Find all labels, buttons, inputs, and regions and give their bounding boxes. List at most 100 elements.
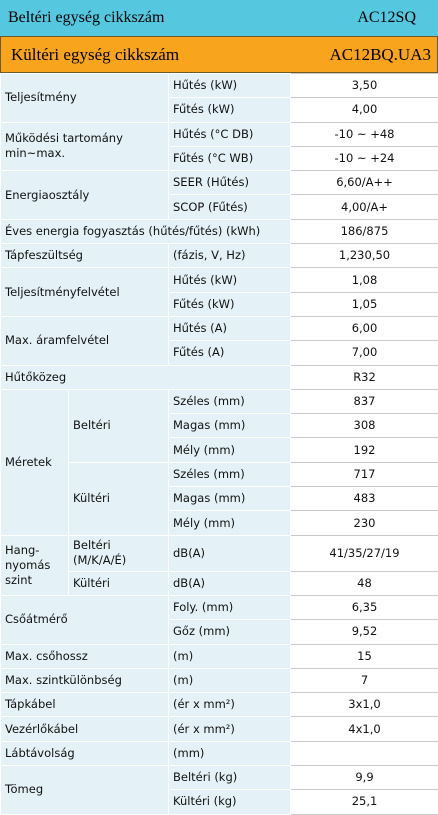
value-cell: 230 [291,511,438,535]
label-cell: Max. csőhossz [1,644,169,668]
value-cell: 7 [291,668,438,692]
label-cell: Kültéri [69,462,169,535]
indoor-model: AC12SQ [357,9,416,27]
label-cell: Magas (mm) [169,414,291,438]
table-row: Lábtávolság(mm) [1,741,438,765]
value-cell: 25,1 [291,790,438,814]
table-row: Éves energia fogyasztás (hűtés/fűtés) (k… [1,219,438,243]
label-cell: Energiaosztály [1,171,169,220]
label-cell: SCOP (Fűtés) [169,195,291,219]
value-cell: 3,50 [291,74,438,98]
label-cell: Fűtés (A) [169,341,291,365]
outdoor-label: Kültéri egység cikkszám [11,45,179,65]
value-cell: 1,230,50 [291,244,438,268]
label-cell: Csőátmérő [1,595,169,644]
label-cell: SEER (Hűtés) [169,171,291,195]
value-cell: 4,00 [291,98,438,122]
label-cell: (ér x mm²) [169,693,291,717]
label-cell: Széles (mm) [169,389,291,413]
value-cell: 1,08 [291,268,438,292]
value-cell: R32 [291,365,438,389]
label-cell: Hűtés (kW) [169,268,291,292]
label-cell: Mély (mm) [169,438,291,462]
indoor-header: Beltéri egység cikkszám AC12SQ [0,0,438,36]
value-cell: 3x1,0 [291,693,438,717]
table-row: Működési tartomány min~max.Hűtés (°C DB)… [1,122,438,146]
label-cell: Hűtés (A) [169,316,291,340]
label-cell: Beltéri (M/K/A/É) [69,535,169,571]
label-cell: Működési tartomány min~max. [1,122,169,171]
value-cell: 6,60/A++ [291,171,438,195]
value-cell: 4,00/A+ [291,195,438,219]
value-cell: 186/875 [291,219,438,243]
value-cell: 192 [291,438,438,462]
label-cell: Kültéri (kg) [169,790,291,814]
label-cell: Tömeg [1,766,169,815]
label-cell: Lábtávolság [1,741,169,765]
label-cell: Beltéri [69,389,169,462]
label-cell: (fázis, V, Hz) [169,244,291,268]
label-cell: Hűtőközeg [1,365,291,389]
value-cell: 4x1,0 [291,717,438,741]
label-cell: (m) [169,668,291,692]
label-cell: Éves energia fogyasztás (hűtés/fűtés) (k… [1,219,291,243]
value-cell: 717 [291,462,438,486]
label-cell: Max. áramfelvétel [1,316,169,365]
label-cell: Széles (mm) [169,462,291,486]
label-cell: Beltéri (kg) [169,766,291,790]
indoor-label: Beltéri egység cikkszám [8,9,164,27]
label-cell: Méretek [1,389,69,535]
value-cell: 6,00 [291,316,438,340]
label-cell: Teljesítményfelvétel [1,268,169,317]
value-cell: 483 [291,487,438,511]
label-cell: (m) [169,644,291,668]
label-cell: Vezérlőkábel [1,717,169,741]
table-row: Tápfeszültség(fázis, V, Hz)1,230,50 [1,244,438,268]
label-cell: Magas (mm) [169,487,291,511]
label-cell: Fűtés (kW) [169,292,291,316]
label-cell: Tápkábel [1,693,169,717]
value-cell: 7,00 [291,341,438,365]
value-cell: 9,52 [291,620,438,644]
label-cell: Max. szintkülönbség [1,668,169,692]
value-cell: 9,9 [291,766,438,790]
label-cell: Fűtés (kW) [169,98,291,122]
label-cell: Gőz (mm) [169,620,291,644]
value-cell [291,741,438,765]
label-cell: Mély (mm) [169,511,291,535]
label-cell: Fűtés (°C WB) [169,146,291,170]
label-cell: dB(A) [169,535,291,571]
value-cell: -10 ~ +24 [291,146,438,170]
label-cell: Teljesítmény [1,74,169,123]
label-cell: (ér x mm²) [169,717,291,741]
value-cell: 48 [291,571,438,595]
value-cell: 837 [291,389,438,413]
value-cell: 308 [291,414,438,438]
table-row: Max. csőhossz(m)15 [1,644,438,668]
value-cell: 1,05 [291,292,438,316]
value-cell: 15 [291,644,438,668]
label-cell: dB(A) [169,571,291,595]
table-row: Vezérlőkábel(ér x mm²)4x1,0 [1,717,438,741]
label-cell: Kültéri [69,571,169,595]
label-cell: Foly. (mm) [169,595,291,619]
label-cell: Hűtés (°C DB) [169,122,291,146]
label-cell: Tápfeszültség [1,244,169,268]
value-cell: -10 ~ +48 [291,122,438,146]
label-cell: Hűtés (kW) [169,74,291,98]
outdoor-model: AC12BQ.UA3 [329,45,431,65]
label-cell: Hang- nyomás szint [1,535,69,595]
table-row: Max. szintkülönbség(m)7 [1,668,438,692]
value-cell: 41/35/27/19 [291,535,438,571]
table-row: Tápkábel(ér x mm²)3x1,0 [1,693,438,717]
